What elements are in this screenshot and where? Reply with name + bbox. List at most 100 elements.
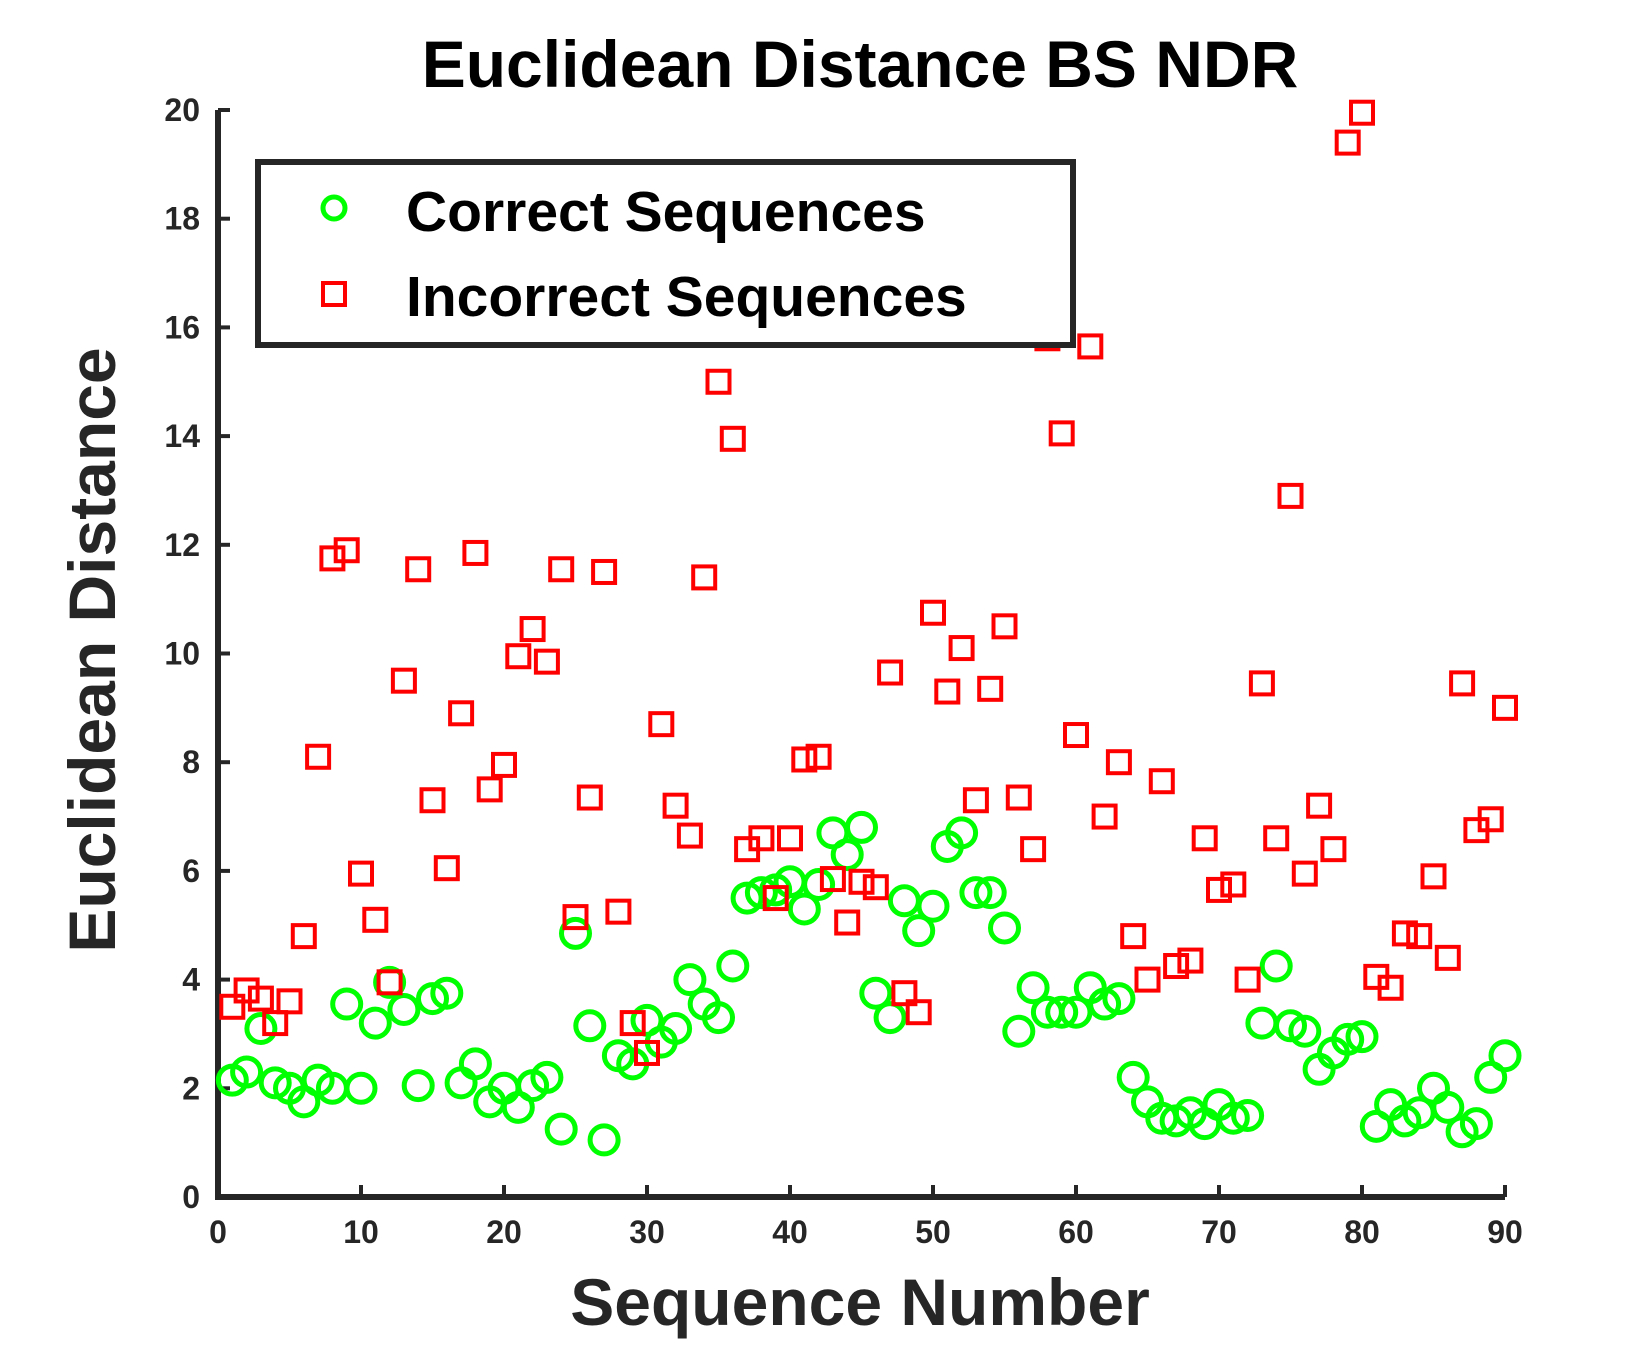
correct-sequence-point <box>916 889 950 923</box>
incorrect-sequence-point <box>991 613 1018 640</box>
correct-sequence-point <box>587 1123 621 1157</box>
incorrect-sequence-point <box>1177 947 1204 974</box>
correct-sequence-point <box>344 1071 378 1105</box>
incorrect-sequence-point <box>977 675 1004 702</box>
incorrect-sequence-point <box>247 985 274 1012</box>
x-tick-label: 60 <box>1058 1214 1094 1250</box>
incorrect-sequence-point <box>233 977 260 1004</box>
incorrect-sequence-point <box>934 678 961 705</box>
incorrect-sequence-point <box>777 825 803 852</box>
y-tick-label: 4 <box>182 962 200 998</box>
incorrect-sequence-point <box>905 999 932 1026</box>
correct-sequence-point <box>230 1055 264 1089</box>
x-tick-label: 90 <box>1487 1214 1523 1250</box>
incorrect-sequence-point <box>648 711 675 738</box>
correct-sequence-point <box>659 1012 693 1046</box>
y-tick-label: 12 <box>164 527 200 563</box>
correct-sequence-point <box>1231 1098 1265 1132</box>
incorrect-sequence-point <box>1248 670 1275 697</box>
incorrect-sequence-point <box>1148 768 1175 795</box>
incorrect-sequence-point <box>791 746 818 773</box>
incorrect-sequence-point <box>1005 784 1032 811</box>
incorrect-sequence-point <box>920 599 946 626</box>
correct-sequence-point <box>744 876 778 910</box>
incorrect-sequence-point <box>1120 923 1147 950</box>
correct-sequence-point <box>458 1047 492 1081</box>
incorrect-sequence-point <box>505 643 532 670</box>
correct-sequence-point <box>416 982 449 1016</box>
correct-sequence-point <box>902 914 936 948</box>
legend-marker-incorrect <box>321 281 347 307</box>
incorrect-sequence-point <box>1234 966 1261 993</box>
incorrect-sequence-point <box>1063 722 1089 749</box>
incorrect-sequence-point <box>319 545 346 572</box>
correct-sequence-point <box>1345 1020 1379 1054</box>
correct-sequence-point <box>716 949 750 983</box>
correct-sequence-point <box>1116 1060 1150 1094</box>
incorrect-sequence-point <box>476 776 503 803</box>
incorrect-sequence-point <box>562 904 589 931</box>
incorrect-sequence-point <box>605 898 632 925</box>
incorrect-sequence-point <box>862 874 889 901</box>
correct-sequence-point <box>358 1006 392 1040</box>
incorrect-sequence-point <box>1477 806 1504 833</box>
chart-title: Euclidean Distance BS NDR <box>422 27 1299 101</box>
correct-sequence-point <box>544 1112 578 1146</box>
incorrect-sequence-point <box>462 539 489 566</box>
correct-sequence-point <box>973 876 1007 910</box>
incorrect-sequence-point <box>533 648 560 675</box>
incorrect-sequence-point <box>676 822 703 849</box>
legend: Correct Sequences Incorrect Sequences <box>255 159 1076 348</box>
correct-sequence-point <box>1274 1009 1307 1043</box>
incorrect-sequence-point <box>1191 825 1218 852</box>
legend-marker-correct <box>320 194 348 222</box>
incorrect-sequence-point <box>1163 953 1190 980</box>
correct-sequence-point <box>1431 1090 1465 1124</box>
correct-sequence-point <box>573 1009 607 1043</box>
incorrect-sequence-point <box>448 700 475 727</box>
y-tick-label: 0 <box>182 1179 200 1215</box>
data-points <box>215 99 1522 1157</box>
legend-label-correct: Correct Sequences <box>406 180 926 244</box>
y-tick-label: 10 <box>164 636 200 672</box>
x-tick-label: 70 <box>1201 1214 1237 1250</box>
incorrect-sequence-point <box>1048 420 1075 447</box>
incorrect-sequence-point <box>1391 920 1418 947</box>
incorrect-sequence-point <box>762 885 789 912</box>
incorrect-sequence-point <box>419 787 446 814</box>
correct-sequence-point <box>373 965 407 999</box>
incorrect-sequence-point <box>1334 129 1361 156</box>
correct-sequence-point <box>244 1012 278 1046</box>
y-tick-label: 2 <box>182 1070 200 1106</box>
correct-sequence-point <box>1488 1039 1522 1073</box>
incorrect-sequence-point <box>348 860 374 887</box>
correct-sequence-point <box>401 1069 435 1103</box>
correct-sequence-point <box>859 976 893 1010</box>
incorrect-sequence-point <box>805 743 832 770</box>
incorrect-sequence-point <box>662 792 689 819</box>
incorrect-sequence-point <box>1091 803 1118 830</box>
x-tick-label: 30 <box>629 1214 665 1250</box>
incorrect-sequence-point <box>362 906 389 933</box>
incorrect-sequence-point <box>691 564 718 591</box>
incorrect-sequence-point <box>519 616 546 643</box>
incorrect-sequence-point <box>1306 792 1333 819</box>
incorrect-sequence-point <box>1277 482 1304 509</box>
incorrect-sequence-point <box>1349 99 1375 126</box>
incorrect-sequence-point <box>1377 974 1404 1001</box>
incorrect-sequence-point <box>1291 860 1318 887</box>
series-0 <box>215 810 1522 1157</box>
correct-sequence-point <box>1088 987 1122 1021</box>
incorrect-sequence-point <box>1492 694 1518 721</box>
legend-box <box>255 159 1076 348</box>
incorrect-sequence-point <box>1420 863 1447 890</box>
correct-sequence-point <box>530 1060 564 1094</box>
x-tick-label: 80 <box>1344 1214 1380 1250</box>
axes <box>215 110 1505 1200</box>
correct-sequence-point <box>1259 949 1293 983</box>
x-tick-label: 20 <box>486 1214 522 1250</box>
correct-sequence-point <box>1045 995 1079 1029</box>
correct-sequence-point <box>387 992 421 1026</box>
series-1 <box>219 99 1518 1066</box>
incorrect-sequence-point <box>619 1010 646 1037</box>
